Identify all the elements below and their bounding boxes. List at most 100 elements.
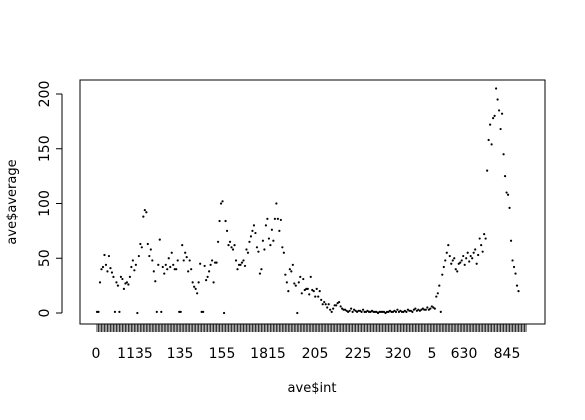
data-point [460,259,463,262]
data-point [450,262,453,265]
data-point [484,237,487,240]
data-point [142,215,145,218]
data-point [240,261,244,264]
data-point [225,229,229,232]
x-tick-label: 320 [385,346,412,362]
data-point [291,263,294,266]
data-point [228,240,232,243]
data-point [335,304,338,307]
data-point [157,263,160,266]
data-point [297,281,300,284]
data-point [184,251,187,254]
x-tick-label: 1815 [250,346,286,362]
y-tick-label: 50 [37,249,53,267]
data-point [502,153,505,156]
data-point [234,259,238,262]
data-point [466,251,469,254]
data-point [290,270,293,273]
data-point [444,259,447,262]
data-point [269,244,272,247]
data-point [179,310,182,313]
data-point [294,284,297,287]
data-point [435,295,438,298]
data-point [191,281,194,284]
data-point [496,98,499,101]
data-point [219,202,223,205]
data-point [426,306,429,309]
data-point [267,237,270,240]
x-tick-label: 225 [345,346,372,362]
data-point [254,231,257,235]
data-point [118,310,121,313]
data-point [257,250,260,253]
data-point [197,281,200,284]
data-point [495,87,498,90]
data-point [293,282,296,285]
data-point [492,116,495,120]
data-point [351,310,354,313]
data-point [130,265,133,269]
data-point [188,259,191,262]
data-point [133,269,136,272]
data-point [136,311,139,315]
data-point [175,268,178,271]
data-point [263,248,266,251]
data-point [246,251,250,254]
data-point [463,263,466,266]
data-point [323,300,326,304]
data-point [164,263,167,266]
data-point [284,273,287,276]
data-point [230,246,233,249]
data-point [326,306,329,309]
y-axis: 0 50 100 150 200 [37,81,63,317]
data-point [317,295,320,298]
data-point [215,261,218,264]
data-point [260,268,263,271]
x-tick-label: 845 [494,346,521,362]
data-point [320,298,323,301]
data-point [236,268,239,271]
data-point [205,279,208,282]
data-point [478,237,481,240]
x-tick-label: 0 [92,346,101,362]
data-point [288,268,291,271]
data-point [152,270,155,273]
data-point [97,310,100,313]
data-point [115,281,118,284]
data-point [202,310,205,313]
data-point [445,251,448,254]
data-point [483,233,486,236]
data-point [272,239,275,242]
data-point [169,265,172,269]
data-point [208,270,211,273]
data-point [243,264,247,268]
data-point [190,268,193,271]
data-point [227,244,230,247]
data-point [433,307,436,310]
data-point [500,112,504,115]
data-point [113,310,117,313]
data-point [339,305,342,308]
data-point [128,275,131,278]
data-point [104,263,108,266]
data-point [477,253,480,257]
data-point [281,246,284,249]
data-point [212,281,215,284]
data-point [454,268,457,271]
data-point [503,175,507,178]
data-point [131,259,134,262]
data-point [122,287,126,291]
data-point [211,259,214,262]
data-point [487,138,490,142]
x-tick-label: 630 [451,346,478,362]
data-point [143,208,146,212]
x-tick-label: 1135 [117,346,153,362]
data-point [287,290,290,293]
data-point [187,270,190,273]
data-point [125,281,128,284]
data-point [148,254,151,258]
data-point [497,109,501,112]
data-point [517,290,520,293]
data-point [106,270,109,273]
data-point [308,293,311,296]
